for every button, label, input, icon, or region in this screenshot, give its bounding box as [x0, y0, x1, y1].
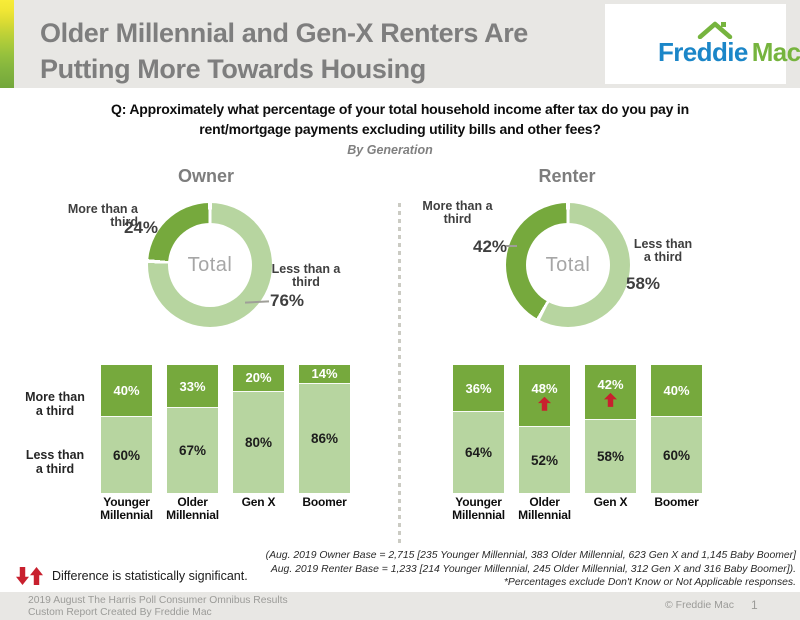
owner-donut-center-label: Total — [187, 253, 233, 276]
down-arrow-icon — [16, 567, 29, 585]
bar-category-label: Boomer — [654, 495, 699, 509]
survey-question: Q: Approximately what percentage of your… — [111, 101, 689, 137]
renter-leader-line — [506, 245, 517, 247]
bar-value-more: 48% — [531, 380, 558, 396]
bar-value-more: 33% — [179, 378, 206, 394]
significance-legend: Difference is statistically significant. — [16, 567, 248, 585]
significant-up-arrow-icon — [604, 392, 617, 407]
bar-value-less: 80% — [244, 434, 273, 450]
owner-stacked-bar-2: 33% 67% — [167, 365, 218, 493]
bar-row-label-more: More than a third — [25, 390, 85, 418]
segment-less-than-third: 58% — [585, 418, 636, 493]
renter-donut-center-label: Total — [545, 253, 591, 276]
renter-stacked-bar-3: 42% 58% — [585, 365, 636, 493]
bar-value-less: 60% — [662, 447, 691, 463]
segment-less-than-third: 52% — [519, 426, 570, 493]
owner-donut-hole: Total — [168, 223, 252, 307]
logo-wordmark: Freddie Mac — [658, 37, 800, 68]
accent-gradient-stripe — [0, 0, 14, 88]
logo-word-mac: Mac — [751, 37, 800, 67]
significant-up-arrow-icon — [538, 396, 551, 411]
bar-value-more: 36% — [465, 380, 492, 396]
owner-stacked-bar-4: 14% 86% — [299, 365, 350, 493]
bar-value-more: 42% — [597, 376, 624, 392]
owner-donut-title: Owner — [177, 166, 234, 186]
bar-value-less: 60% — [112, 447, 141, 463]
segment-more-than-third: 42% — [585, 365, 636, 419]
bar-category-label: Gen X — [593, 495, 628, 509]
renter-less-than-third-label: Less than a third — [633, 237, 693, 264]
segment-less-than-third: 60% — [101, 416, 152, 493]
base-footnote: (Aug. 2019 Owner Base = 2,715 [235 Young… — [265, 550, 796, 588]
bar-value-more: 40% — [113, 383, 140, 399]
bar-category-label: Boomer — [302, 495, 347, 509]
segment-more-than-third: 40% — [651, 365, 702, 417]
bar-category-label: Older Millennial — [166, 495, 219, 522]
segment-more-than-third: 14% — [299, 365, 350, 383]
owner-more-than-third-value: 24% — [124, 218, 159, 237]
renter-more-than-third-value: 42% — [473, 237, 508, 256]
footer-source-text: 2019 August The Harris Poll Consumer Omn… — [28, 595, 288, 618]
house-roof-icon — [697, 21, 733, 39]
up-arrow-icon — [30, 567, 43, 585]
page-number: 1 — [751, 598, 758, 612]
segment-less-than-third: 80% — [233, 390, 284, 493]
bar-value-more: 14% — [311, 366, 338, 382]
segment-more-than-third: 33% — [167, 365, 218, 408]
slide-title: Older Millennial and Gen-X Renters Are P… — [40, 18, 528, 84]
renter-stacked-bar-2: 48% 52% — [519, 365, 570, 493]
bar-row-label-less: Less than a third — [25, 448, 85, 476]
freddiemac-logo: Freddie Mac — [605, 4, 800, 84]
bar-category-label: Gen X — [241, 495, 276, 509]
bar-category-label: Younger Millennial — [100, 495, 153, 522]
bar-value-less: 52% — [530, 452, 559, 468]
renter-stacked-bar-1: 36% 64% — [453, 365, 504, 493]
owner-more-than-third-label: More than a third — [67, 202, 138, 229]
bar-category-label: Younger Millennial — [452, 495, 505, 522]
bar-value-less: 67% — [178, 443, 207, 459]
renter-bar-chart: 36% 64% 48% 52% 42% 58% 40% 60% — [453, 365, 702, 493]
section-divider — [398, 203, 401, 545]
owner-less-than-third-value: 76% — [270, 291, 305, 310]
segment-more-than-third: 48% — [519, 365, 570, 427]
renter-donut-hole: Total — [526, 223, 610, 307]
bar-category-label: Older Millennial — [518, 495, 571, 522]
segment-less-than-third: 64% — [453, 411, 504, 493]
footer: 2019 August The Harris Poll Consumer Omn… — [0, 592, 800, 620]
bar-value-more: 20% — [245, 370, 272, 386]
bar-value-less: 58% — [596, 448, 625, 464]
owner-bar-categories: Younger Millennial Older Millennial Gen X B… — [100, 495, 350, 522]
segment-less-than-third: 67% — [167, 407, 218, 493]
renter-donut-title: Renter — [538, 166, 596, 186]
segment-more-than-third: 20% — [233, 365, 284, 391]
renter-donut-chart: Total — [506, 203, 630, 327]
bar-value-less: 86% — [310, 430, 339, 446]
segment-less-than-third: 60% — [651, 416, 702, 493]
owner-donut-chart: Total — [148, 203, 272, 327]
owner-less-than-third-label: Less than a third — [271, 262, 341, 289]
segment-less-than-third: 86% — [299, 382, 350, 493]
owner-stacked-bar-3: 20% 80% — [233, 365, 284, 493]
renter-stacked-bar-4: 40% 60% — [651, 365, 702, 493]
owner-bar-chart: 40% 60% 33% 67% 20% 80% 14% 86% — [101, 365, 350, 493]
by-generation-label: By Generation — [347, 143, 433, 157]
footer-copyright: © Freddie Mac — [665, 599, 735, 611]
segment-more-than-third: 36% — [453, 365, 504, 412]
renter-bar-categories: Younger Millennial Older Millennial Gen X B… — [452, 495, 702, 522]
bar-value-more: 40% — [663, 383, 690, 399]
segment-more-than-third: 40% — [101, 365, 152, 417]
logo-word-freddie: Freddie — [658, 37, 748, 67]
renter-more-than-third-label: More than a third — [422, 199, 493, 226]
bar-value-less: 64% — [464, 445, 493, 461]
significance-legend-text: Difference is statistically significant. — [52, 569, 248, 583]
owner-stacked-bar-1: 40% 60% — [101, 365, 152, 493]
renter-less-than-third-value: 58% — [626, 274, 661, 293]
header: Older Millennial and Gen-X Renters Are P… — [0, 0, 800, 88]
